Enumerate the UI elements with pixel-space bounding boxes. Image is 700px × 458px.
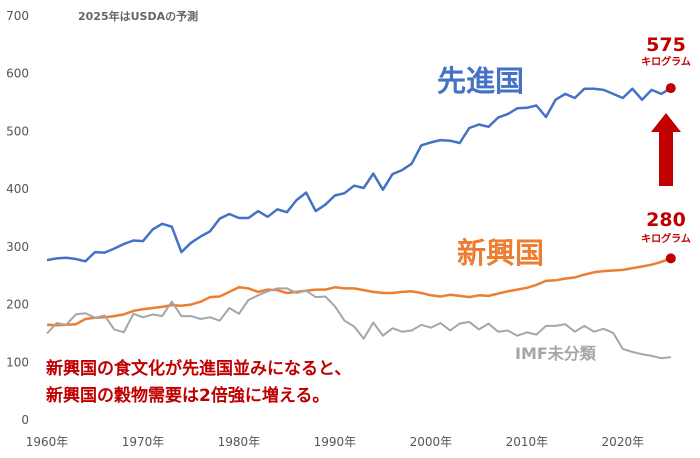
x-tick-label: 1960年 [26,435,69,449]
y-tick-label: 700 [6,9,29,23]
series-endpoint-emerging [665,253,676,264]
series-line-developed [46,87,672,263]
series-line-unclassified [46,287,671,360]
x-axis-ticks: 1960年 1970年 1980年 1990年 2000年 2010年 2020年 [26,435,644,449]
series-endpoint-developed [665,83,676,94]
x-tick-label: 2000年 [410,435,453,449]
x-tick-label: 1980年 [218,435,261,449]
y-tick-label: 0 [21,413,29,427]
y-tick-label: 200 [6,298,29,312]
x-tick-label: 1970年 [122,435,165,449]
emerging-end-value: 280 [646,209,686,231]
caption-line-2: 新興国の穀物需要は2倍強に増える。 [46,385,329,406]
up-arrow [651,113,681,186]
developed-end-unit: キログラム [641,55,691,68]
y-tick-label: 300 [6,240,29,254]
emerging-end-unit: キログラム [641,232,691,245]
y-tick-label: 400 [6,182,29,196]
x-tick-label: 2010年 [506,435,549,449]
y-axis-ticks: 0 100 200 300 400 500 600 700 [6,9,29,427]
series-lines [46,83,676,360]
caption-line-1: 新興国の食文化が先進国並みになると、 [46,358,351,379]
x-tick-label: 2020年 [602,435,645,449]
developed-end-value: 575 [646,34,686,56]
series-line-emerging [46,257,672,327]
y-tick-label: 600 [6,67,29,81]
series-label-emerging: 新興国 [457,236,544,270]
y-tick-label: 100 [6,355,29,369]
forecast-note: 2025年はUSDAの予測 [78,9,198,23]
series-label-developed: 先進国 [437,64,524,98]
series-label-unclassified: IMF未分類 [515,344,597,363]
x-tick-label: 1990年 [314,435,357,449]
y-tick-label: 500 [6,124,29,138]
